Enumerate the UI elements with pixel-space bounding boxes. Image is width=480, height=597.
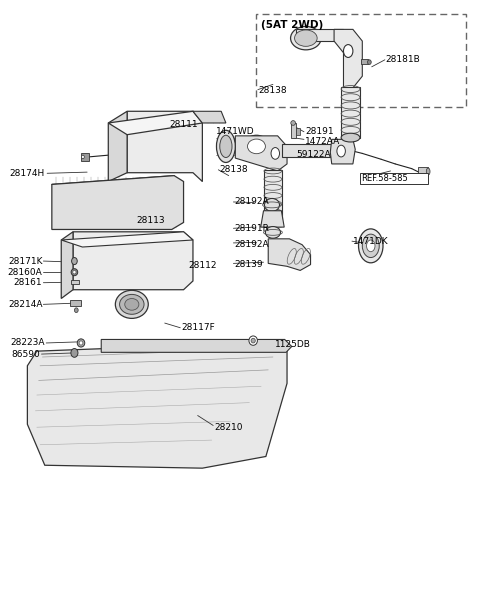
Ellipse shape <box>295 30 317 47</box>
Polygon shape <box>73 232 193 290</box>
Text: 28174H: 28174H <box>10 169 45 178</box>
Text: (5AT 2WD): (5AT 2WD) <box>261 20 324 30</box>
Polygon shape <box>70 300 81 306</box>
Polygon shape <box>27 343 287 468</box>
Text: 28161: 28161 <box>14 278 42 287</box>
Polygon shape <box>52 176 183 229</box>
Ellipse shape <box>251 338 255 343</box>
Text: 28111: 28111 <box>169 120 198 129</box>
Ellipse shape <box>74 308 78 313</box>
Text: REF.58-585: REF.58-585 <box>361 174 408 183</box>
Ellipse shape <box>359 229 383 263</box>
Polygon shape <box>71 280 79 284</box>
Ellipse shape <box>115 290 148 318</box>
Polygon shape <box>296 29 344 41</box>
Ellipse shape <box>368 60 371 64</box>
Polygon shape <box>291 123 296 137</box>
Text: 28192A: 28192A <box>234 239 269 248</box>
Text: 28191: 28191 <box>305 127 334 136</box>
Ellipse shape <box>120 294 144 314</box>
Text: 1471DK: 1471DK <box>353 236 388 245</box>
Text: 28139: 28139 <box>234 260 263 269</box>
Polygon shape <box>193 111 226 123</box>
Ellipse shape <box>290 26 321 50</box>
Ellipse shape <box>362 234 379 257</box>
Polygon shape <box>361 59 368 64</box>
Polygon shape <box>282 144 334 157</box>
Polygon shape <box>101 340 292 352</box>
Text: 28214A: 28214A <box>8 300 42 309</box>
Ellipse shape <box>341 133 360 142</box>
Polygon shape <box>235 136 287 171</box>
Polygon shape <box>330 139 355 164</box>
Ellipse shape <box>344 45 353 57</box>
Polygon shape <box>61 232 73 298</box>
FancyBboxPatch shape <box>256 14 466 107</box>
Ellipse shape <box>248 139 265 153</box>
Text: 28192A: 28192A <box>234 198 269 207</box>
Ellipse shape <box>426 168 430 175</box>
Polygon shape <box>81 153 88 161</box>
Text: 28210: 28210 <box>214 423 242 432</box>
Ellipse shape <box>291 121 296 125</box>
Ellipse shape <box>220 136 232 158</box>
Text: 28138: 28138 <box>259 87 288 96</box>
Text: 1471WD: 1471WD <box>216 127 254 137</box>
Polygon shape <box>108 111 127 181</box>
Text: 86590: 86590 <box>12 350 40 359</box>
Text: 28138: 28138 <box>219 165 248 174</box>
Polygon shape <box>61 232 193 247</box>
FancyBboxPatch shape <box>360 173 428 184</box>
Ellipse shape <box>367 240 375 252</box>
Polygon shape <box>296 128 300 135</box>
Polygon shape <box>264 170 282 226</box>
Polygon shape <box>341 87 360 137</box>
Ellipse shape <box>71 269 78 276</box>
Ellipse shape <box>271 147 279 159</box>
Text: 28117F: 28117F <box>181 323 215 333</box>
Ellipse shape <box>77 339 85 347</box>
Text: 28160A: 28160A <box>8 267 42 276</box>
Polygon shape <box>127 111 203 181</box>
Text: 28171K: 28171K <box>8 257 42 266</box>
Ellipse shape <box>79 341 83 345</box>
Ellipse shape <box>72 257 77 264</box>
Text: 28191R: 28191R <box>234 224 269 233</box>
Text: 1472AA: 1472AA <box>305 137 340 146</box>
Ellipse shape <box>243 136 269 158</box>
Polygon shape <box>268 239 311 270</box>
Ellipse shape <box>216 130 235 162</box>
Text: 28113: 28113 <box>136 216 165 224</box>
Ellipse shape <box>125 298 139 310</box>
Text: 28223A: 28223A <box>10 338 45 347</box>
Text: 28181B: 28181B <box>386 56 420 64</box>
Ellipse shape <box>249 336 257 345</box>
Text: 1125DB: 1125DB <box>275 340 311 349</box>
Ellipse shape <box>337 145 346 157</box>
Text: 28112: 28112 <box>188 261 217 270</box>
Ellipse shape <box>82 155 84 159</box>
Ellipse shape <box>265 226 280 238</box>
Ellipse shape <box>264 198 279 211</box>
Text: 59122A: 59122A <box>297 150 331 159</box>
Polygon shape <box>108 111 203 135</box>
Polygon shape <box>418 167 428 176</box>
Ellipse shape <box>73 270 76 274</box>
Polygon shape <box>334 29 362 88</box>
Ellipse shape <box>71 349 78 357</box>
Polygon shape <box>261 211 284 227</box>
